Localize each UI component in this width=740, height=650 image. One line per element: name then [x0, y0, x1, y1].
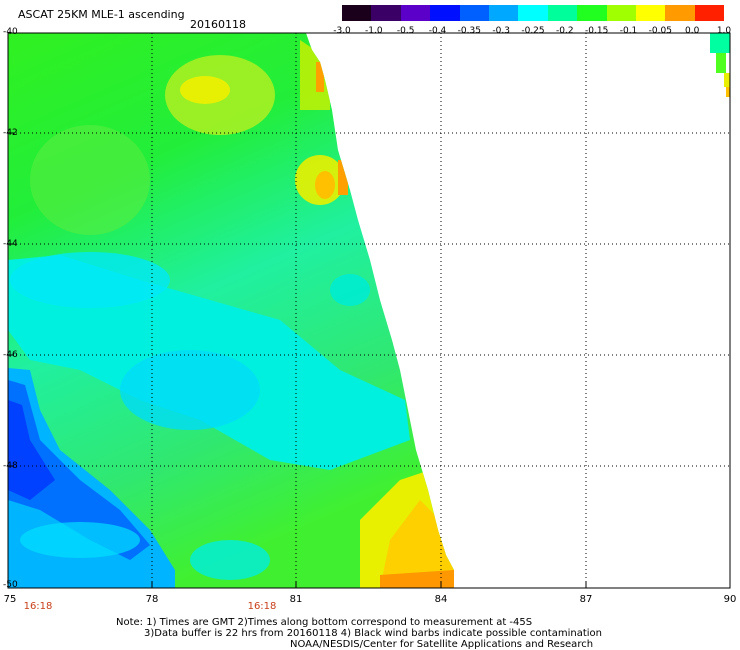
lon-label-90: 90: [723, 594, 737, 605]
colorbar-label: -0.15: [585, 26, 609, 36]
colorbar-swatch: [577, 5, 607, 21]
time-label-2: 16:18: [247, 601, 277, 612]
lat-label-44: -44: [3, 239, 18, 249]
time-label-1: 16:18: [23, 601, 53, 612]
swath-data: [8, 33, 454, 588]
colorbar-label: -0.25: [521, 26, 545, 36]
colorbar: [342, 5, 725, 21]
colorbar-label: 1.0: [716, 26, 732, 36]
note-line-3: NOAA/NESDIS/Center for Satellite Applica…: [290, 639, 594, 650]
colorbar-swatch: [635, 5, 666, 21]
lat-label-50: -50: [3, 580, 18, 590]
colorbar-swatch: [547, 5, 578, 21]
colorbar-label: -0.4: [428, 26, 447, 36]
lon-label-75: 75: [3, 594, 17, 605]
colorbar-label: -0.1: [619, 26, 638, 36]
colorbar-swatch: [665, 5, 695, 21]
map-title: ASCAT 25KM MLE-1 ascending: [18, 8, 185, 21]
map-frame: [7, 32, 731, 589]
colorbar-label: -0.05: [648, 26, 672, 36]
lat-label-42: -42: [3, 128, 18, 138]
colorbar-swatch: [459, 5, 489, 21]
colorbar-label: -0.35: [457, 26, 481, 36]
note-line-2: 3)Data buffer is 22 hrs from 20160118 4)…: [144, 628, 602, 639]
colorbar-label: -0.2: [556, 26, 574, 36]
colorbar-swatch: [694, 5, 725, 21]
colorbar-label: -1.0: [365, 26, 383, 36]
colorbar-swatch: [488, 5, 519, 21]
colorbar-swatch: [518, 5, 548, 21]
colorbar-label: -0.3: [492, 26, 510, 36]
small-swath: [710, 33, 730, 53]
note-line-1: Note: 1) Times are GMT 2)Times along bot…: [116, 617, 533, 628]
lon-label-81: 81: [289, 594, 303, 605]
colorbar-label: 0.0: [684, 26, 700, 36]
lat-label-40: -40: [3, 27, 18, 37]
colorbar-labels: -3.0 -1.0 -0.5 -0.4 -0.35 -0.3 -0.25 -0.2 -0.15-…: [326, 26, 736, 38]
colorbar-swatch: [400, 5, 431, 21]
lat-label-48: -48: [3, 461, 18, 471]
lon-label-87: 87: [579, 594, 593, 605]
colorbar-swatch: [371, 5, 401, 21]
colorbar-label: -3.0: [333, 26, 351, 36]
grid-lines: [8, 33, 730, 588]
colorbar-label: -0.5: [396, 26, 415, 36]
lon-label-78: 78: [145, 594, 159, 605]
colorbar-swatch: [606, 5, 636, 21]
colorbar-swatch: [430, 5, 460, 21]
map-date: 20160118: [190, 18, 246, 31]
colorbar-swatch: [342, 5, 372, 21]
lon-label-84: 84: [434, 594, 448, 605]
lat-label-46: -46: [3, 350, 18, 360]
